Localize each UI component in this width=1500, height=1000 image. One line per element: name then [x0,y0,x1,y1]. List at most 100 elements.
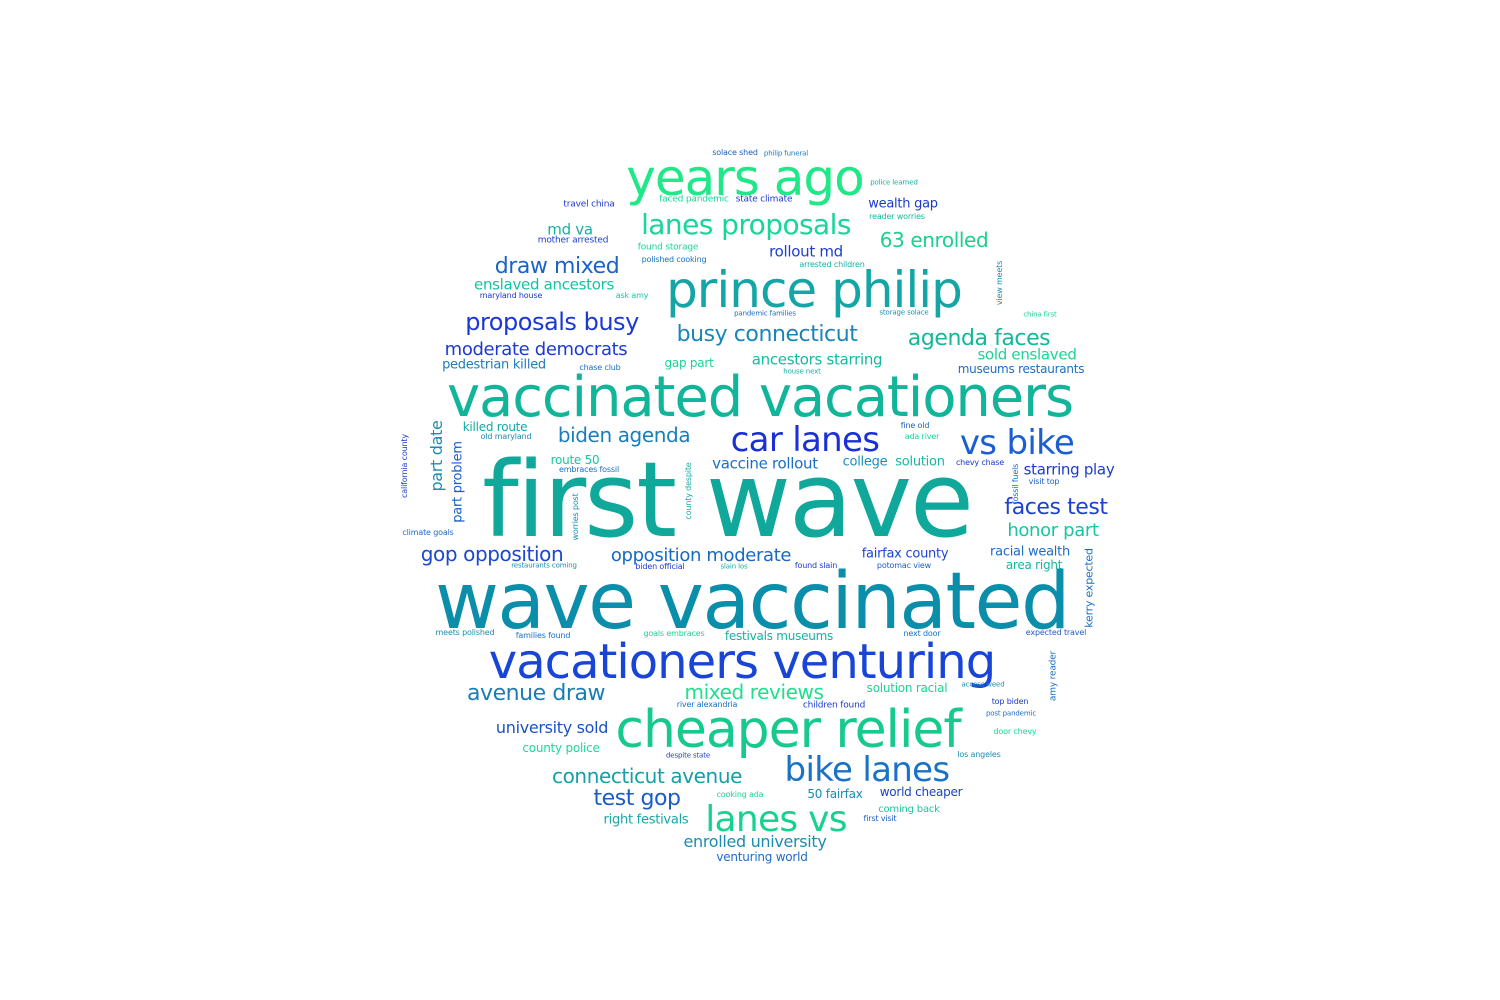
word: families found [515,631,571,640]
word: car lanes [730,420,880,460]
word: vaccinated vacationers [446,365,1074,430]
word: route 50 [550,453,600,467]
word: arrested children [799,260,865,269]
word: part problem [450,441,466,523]
word: philip funeral [763,149,809,158]
word: prince philip [666,261,963,319]
word: state climate [735,194,793,205]
word: china first [1023,310,1057,319]
word: found slain [794,561,838,570]
word: fairfax county [861,546,949,562]
word: found storage [637,242,699,253]
word: gop opposition [420,542,564,566]
word: lanes proposals [641,208,851,241]
word: solution racial [866,681,948,695]
word: honor part [1007,520,1099,541]
word: old maryland [480,432,532,441]
word: ask amy [615,291,649,300]
word: amy reader [1048,650,1059,702]
word: opposition moderate [610,545,792,566]
word: visit top [1028,477,1060,486]
word: test gop [593,786,681,811]
word: vacationers venturing [488,634,996,690]
word: chase club [579,363,621,372]
word: climate goals [402,528,454,537]
word: gap part [664,356,714,370]
word: first visit [863,814,897,823]
word: restaurants coming [511,561,577,570]
word: chevy chase [955,458,1005,467]
word: ancestors starring [751,350,883,369]
word: worries post [571,493,580,541]
word: door chevy [993,727,1037,736]
word: university sold [495,718,609,737]
word: slain los [720,562,748,571]
word: vs bike [959,423,1075,463]
word: despite state [666,751,710,760]
word: biden agenda [557,423,691,447]
word: college [842,454,888,470]
word: killed route [462,420,528,434]
word: goals embraces [643,629,705,638]
word: festivals museums [724,629,834,643]
word: river alexandria [676,700,738,709]
word: vaccine rollout [712,454,818,473]
word: agenda faces [907,326,1051,351]
word: county despite [684,462,693,520]
word: fine old [900,421,930,430]
word: lanes vs [705,799,847,840]
word: coming back [878,804,940,815]
word: biden official [635,562,685,571]
word: mixed reviews [684,680,824,704]
word: pandemic families [734,309,796,318]
word: enslaved ancestors [474,275,614,294]
word: world cheaper [879,785,963,799]
word: museums restaurants [957,362,1085,376]
word: children found [802,700,866,711]
word: faces test [1004,495,1108,520]
word: sold enslaved [977,345,1077,364]
word: california county [400,434,409,498]
word: potomac view [876,561,932,570]
word: expected travel [1025,628,1087,637]
word: venturing world [716,850,808,864]
word: racial wealth [990,544,1070,560]
word: county police [522,741,600,755]
word: 50 fairfax [807,787,863,801]
word: top biden [991,697,1029,706]
word: kerry expected [1082,548,1096,628]
word: proposals busy [465,308,639,336]
word: pedestrian killed [442,357,546,373]
word: ada river [904,432,940,441]
word: draw mixed [494,254,620,279]
word: rollout md [769,242,843,261]
word: maryland house [479,291,543,300]
word: polished cooking [641,255,707,264]
word: md va [547,220,593,239]
word: first wave [482,439,974,561]
word: meets polished [435,628,495,637]
word: cooking ada [716,790,764,799]
word: part date [427,420,446,492]
word: view meets [995,260,1004,306]
word: area right [1005,558,1063,572]
word: mother arrested [537,235,609,246]
word: busy connecticut [676,322,858,347]
word: solution [895,454,945,470]
word: starring play [1023,460,1115,479]
word: next door [903,629,941,638]
word: moderate democrats [444,339,628,360]
word: solace shed [712,148,758,157]
word: reader worries [869,212,925,221]
word: travel china [563,199,615,210]
word: bike lanes [784,750,951,790]
word: connecticut avenue [551,764,743,788]
word: avenue draw [466,681,606,706]
word: faced pandemic [659,194,729,205]
word: cheaper relief [615,700,961,760]
word: storage solace [879,308,929,317]
word: enrolled university [683,832,827,851]
word: embraces fossil [558,465,620,474]
word: house next [783,367,821,376]
